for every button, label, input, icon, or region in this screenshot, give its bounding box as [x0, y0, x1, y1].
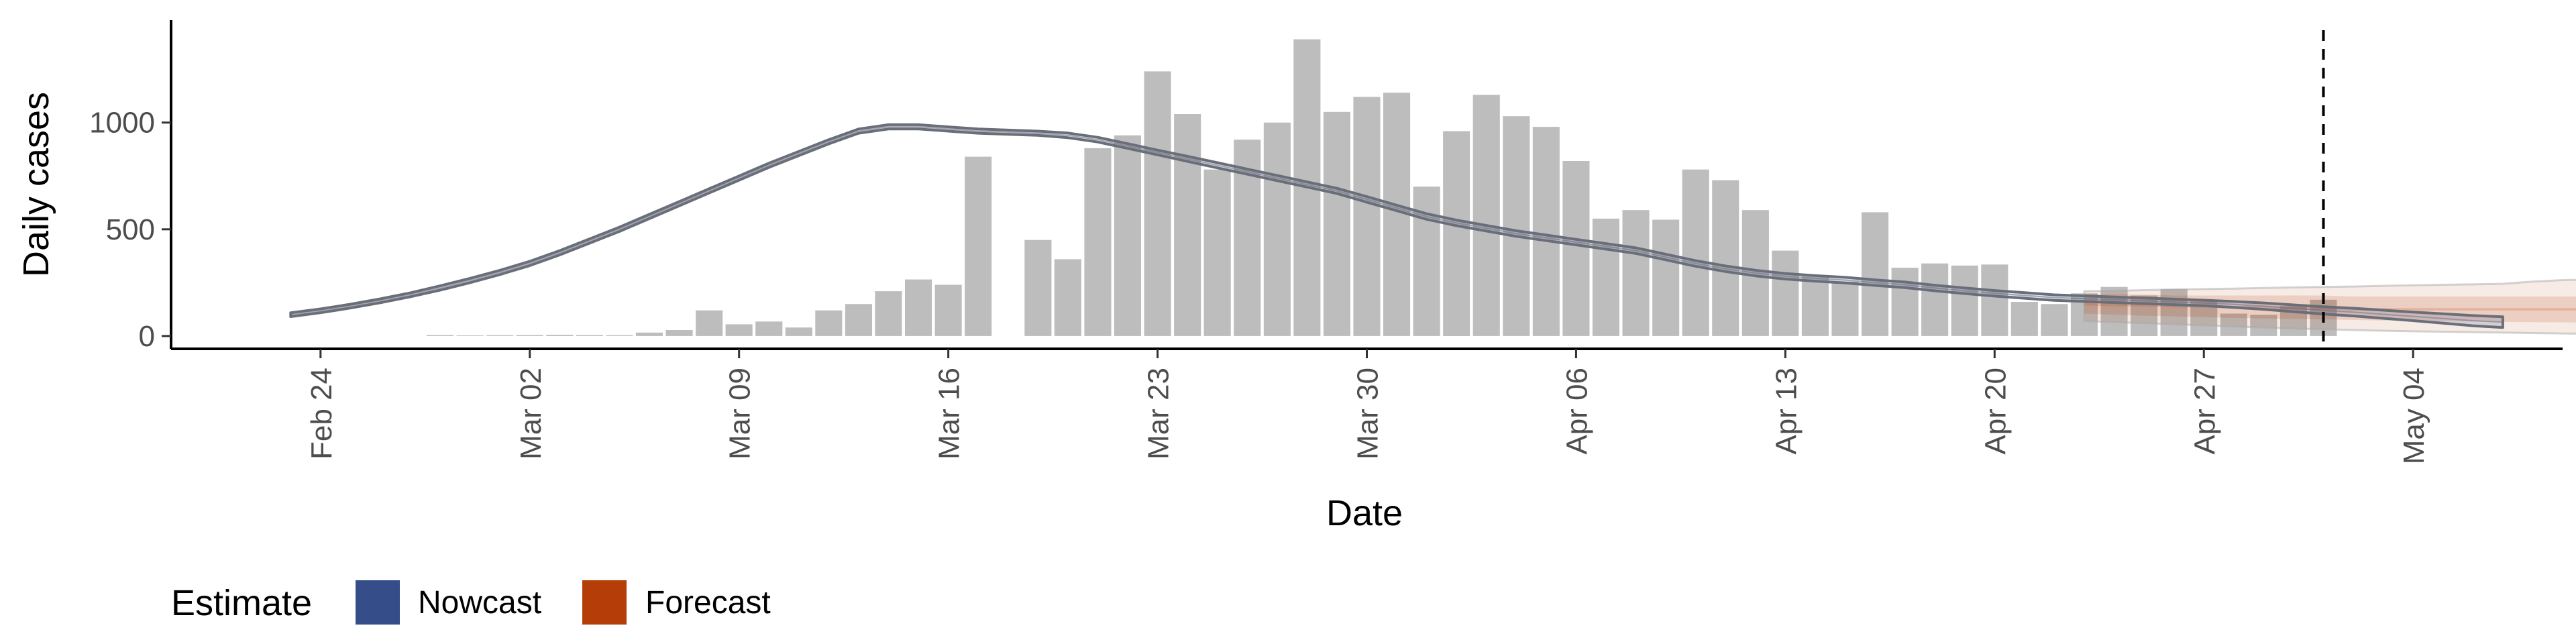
- case-bar: [2250, 315, 2277, 336]
- x-tick-label: Mar 16: [933, 368, 966, 460]
- x-tick-label: Mar 23: [1142, 368, 1175, 460]
- case-bar: [546, 335, 574, 336]
- case-bars: [427, 39, 2337, 336]
- case-bar: [1801, 276, 1829, 336]
- case-bar: [1353, 97, 1381, 336]
- case-bar: [427, 335, 454, 336]
- case-bar: [1652, 219, 1680, 336]
- case-bar: [1622, 210, 1650, 336]
- case-bar: [1084, 148, 1112, 336]
- legend-key: [356, 580, 400, 625]
- x-tick-label: Mar 09: [724, 368, 757, 460]
- legend-label: Forecast: [645, 585, 771, 621]
- legend-title: Estimate: [171, 583, 312, 623]
- case-bar: [635, 332, 663, 336]
- case-bar: [1323, 111, 1350, 336]
- case-bar: [1712, 180, 1739, 336]
- x-tick-label: Mar 30: [1352, 368, 1385, 460]
- case-bar: [1174, 114, 1201, 336]
- case-bar: [1532, 127, 1560, 336]
- case-bar: [576, 335, 603, 336]
- case-bar: [965, 156, 992, 336]
- case-bar: [606, 335, 633, 336]
- case-bar: [1413, 186, 1440, 336]
- case-bar: [1144, 71, 1171, 336]
- y-axis-title: Daily cases: [16, 92, 56, 277]
- case-bar: [725, 324, 753, 336]
- case-bar: [845, 304, 872, 336]
- case-bar: [456, 335, 484, 336]
- case-bar: [516, 335, 543, 336]
- x-tick-label: Apr 20: [1979, 368, 2012, 455]
- case-bar: [1503, 116, 1530, 336]
- case-bar: [755, 321, 783, 336]
- case-bar: [1443, 131, 1470, 336]
- case-bar: [1472, 95, 1500, 336]
- case-bar: [1891, 268, 1919, 336]
- case-bar: [1682, 169, 1709, 336]
- x-tick-label: Apr 27: [2188, 368, 2221, 455]
- y-tick-label: 1000: [89, 107, 155, 140]
- legend: Estimate Nowcast Forecast: [171, 580, 771, 625]
- nowcast-median-line: [290, 126, 2503, 323]
- case-bar: [2220, 313, 2247, 336]
- case-bar: [1951, 265, 1978, 336]
- case-bar: [1592, 218, 1619, 336]
- legend-key: [582, 580, 627, 625]
- case-bar: [1981, 264, 2008, 336]
- case-bar: [905, 279, 932, 336]
- y-tick-label: 0: [139, 320, 155, 353]
- case-bar: [1263, 122, 1291, 336]
- x-tick-label: Feb 24: [305, 368, 338, 460]
- x-tick-label: May 04: [2398, 368, 2430, 464]
- case-bar: [1054, 259, 1081, 336]
- case-bar: [2010, 302, 2038, 336]
- case-bar: [1114, 135, 1141, 336]
- case-bar: [1921, 263, 1949, 336]
- x-tick-labels: Feb 24 Mar 02 Mar 09 Mar 16 Mar 23 Mar 30 Apr …: [305, 349, 2430, 464]
- case-bar: [1831, 281, 1859, 336]
- case-bar: [1772, 250, 1799, 336]
- case-bar: [1862, 212, 1889, 336]
- y-tick-labels: 0 500 1000: [89, 107, 171, 353]
- case-bar: [2100, 286, 2128, 336]
- case-bar: [875, 291, 902, 336]
- x-axis-title: Date: [1326, 493, 1403, 533]
- x-tick-label: Mar 02: [515, 368, 547, 460]
- y-tick-label: 500: [106, 213, 155, 246]
- case-bar: [785, 327, 812, 336]
- legend-label: Nowcast: [418, 585, 541, 621]
- case-bar: [2041, 304, 2068, 336]
- nowcast-layer: [289, 123, 2504, 329]
- x-tick-label: Apr 13: [1770, 368, 1803, 455]
- case-bar: [2160, 288, 2188, 336]
- case-bar: [486, 335, 514, 336]
- case-bar: [1562, 161, 1590, 336]
- case-bar: [665, 330, 693, 336]
- case-bar: [1024, 239, 1052, 336]
- x-tick-label: Apr 06: [1560, 368, 1593, 455]
- case-bar: [934, 284, 962, 336]
- case-bar: [696, 310, 723, 336]
- case-bar: [1203, 169, 1231, 336]
- case-bar: [815, 310, 843, 336]
